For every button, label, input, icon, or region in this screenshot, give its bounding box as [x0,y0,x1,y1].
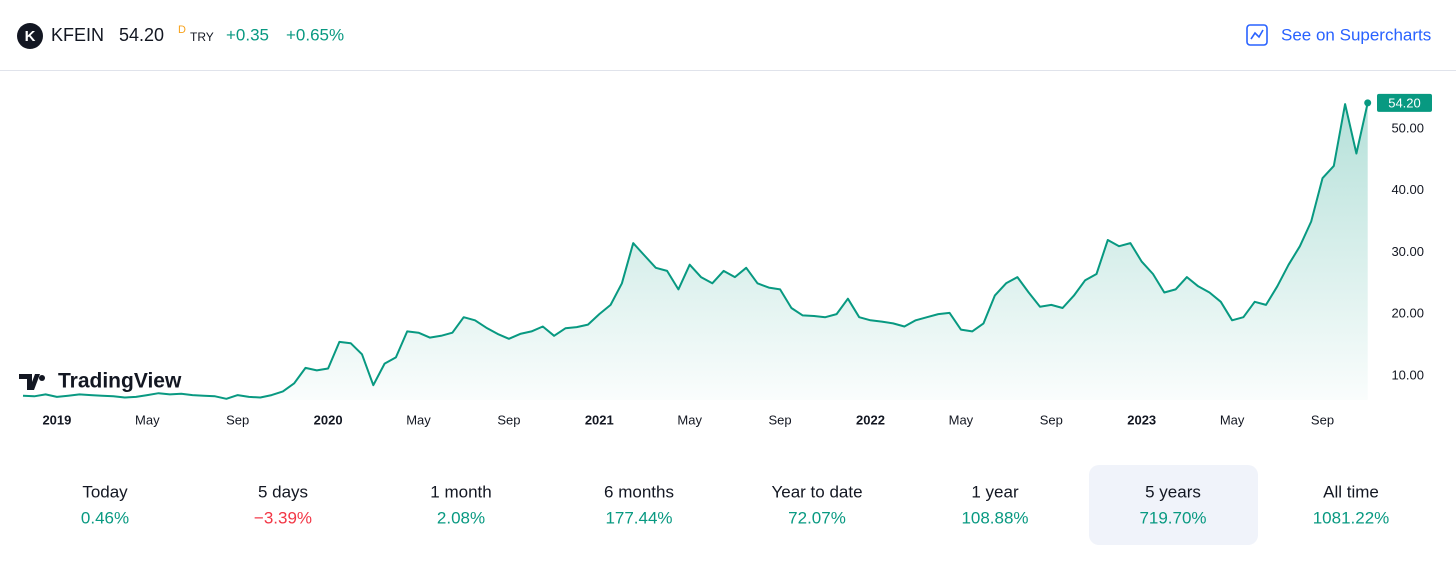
period-value[interactable]: 719.70% [1139,508,1206,527]
change-percent: +0.65% [286,25,344,44]
period-label[interactable]: All time [1323,482,1379,501]
period-label[interactable]: Year to date [771,482,862,501]
link-icon-line [1250,29,1264,40]
x-tick-label: May [1220,412,1245,427]
period-label[interactable]: 1 month [430,482,491,501]
x-tick-label: 2020 [314,412,343,427]
logo-mark: K [25,28,36,45]
price-tag [1377,93,1432,112]
x-tick-label: May [135,412,160,427]
logo [17,23,43,49]
y-tick-label: 20.00 [1391,306,1424,321]
currency: TRY [190,30,214,44]
x-tick-label: Sep [769,412,792,427]
x-tick-label: May [949,412,974,427]
x-tick-label: 2021 [585,412,614,427]
period-value[interactable]: −3.39% [254,508,312,527]
price-tag-label: 54.20 [1388,95,1421,110]
y-tick-label: 30.00 [1391,244,1424,259]
area [23,102,1368,401]
period-selected[interactable] [1089,465,1258,545]
period-label[interactable]: Today [82,482,128,501]
change: +0.35 [226,25,269,44]
x-tick-label: 2023 [1127,412,1156,427]
period-value[interactable]: 2.08% [437,508,485,527]
y-tick-label: 40.00 [1391,182,1424,197]
period-value[interactable]: 72.07% [788,508,846,527]
plot: 10.00 20.00 30.00 40.00 50.00 2019 May Sep 2020 M… [22,93,1432,427]
period-label[interactable]: 5 years [1145,482,1201,501]
flag: D [178,24,186,36]
period-value[interactable]: 0.46% [81,508,129,527]
symbol: KFEIN [51,25,104,45]
period-label[interactable]: 6 months [604,482,674,501]
x-tick-label: May [677,412,702,427]
period-value[interactable]: 108.88% [961,508,1028,527]
x-tick-label: Sep [1040,412,1063,427]
period-value[interactable]: 177.44% [605,508,672,527]
line [22,102,1369,400]
x-tick-label: Sep [1311,412,1334,427]
x-tick-label: Sep [226,412,249,427]
x-tick-label: May [406,412,431,427]
price: 54.20 [119,25,164,45]
x-tick-label: 2019 [42,412,71,427]
x-tick-label: 2022 [856,412,885,427]
period-label[interactable]: 1 year [971,482,1019,501]
y-tick-label: 10.00 [1391,367,1424,382]
y-tick-label: 50.00 [1391,120,1424,135]
period-label[interactable]: 5 days [258,482,308,501]
link-icon[interactable] [1246,24,1268,46]
periods: Today 0.46% 5 days −3.39% 1 month 2.08% 6 mont… [81,465,1389,545]
watermark: TradingView [19,370,182,393]
link[interactable]: See on Supercharts [1281,25,1431,44]
x-tick-label: Sep [497,412,520,427]
watermark-text: TradingView [58,370,182,393]
period-value[interactable]: 1081.22% [1313,508,1390,527]
last-point [1364,99,1372,107]
